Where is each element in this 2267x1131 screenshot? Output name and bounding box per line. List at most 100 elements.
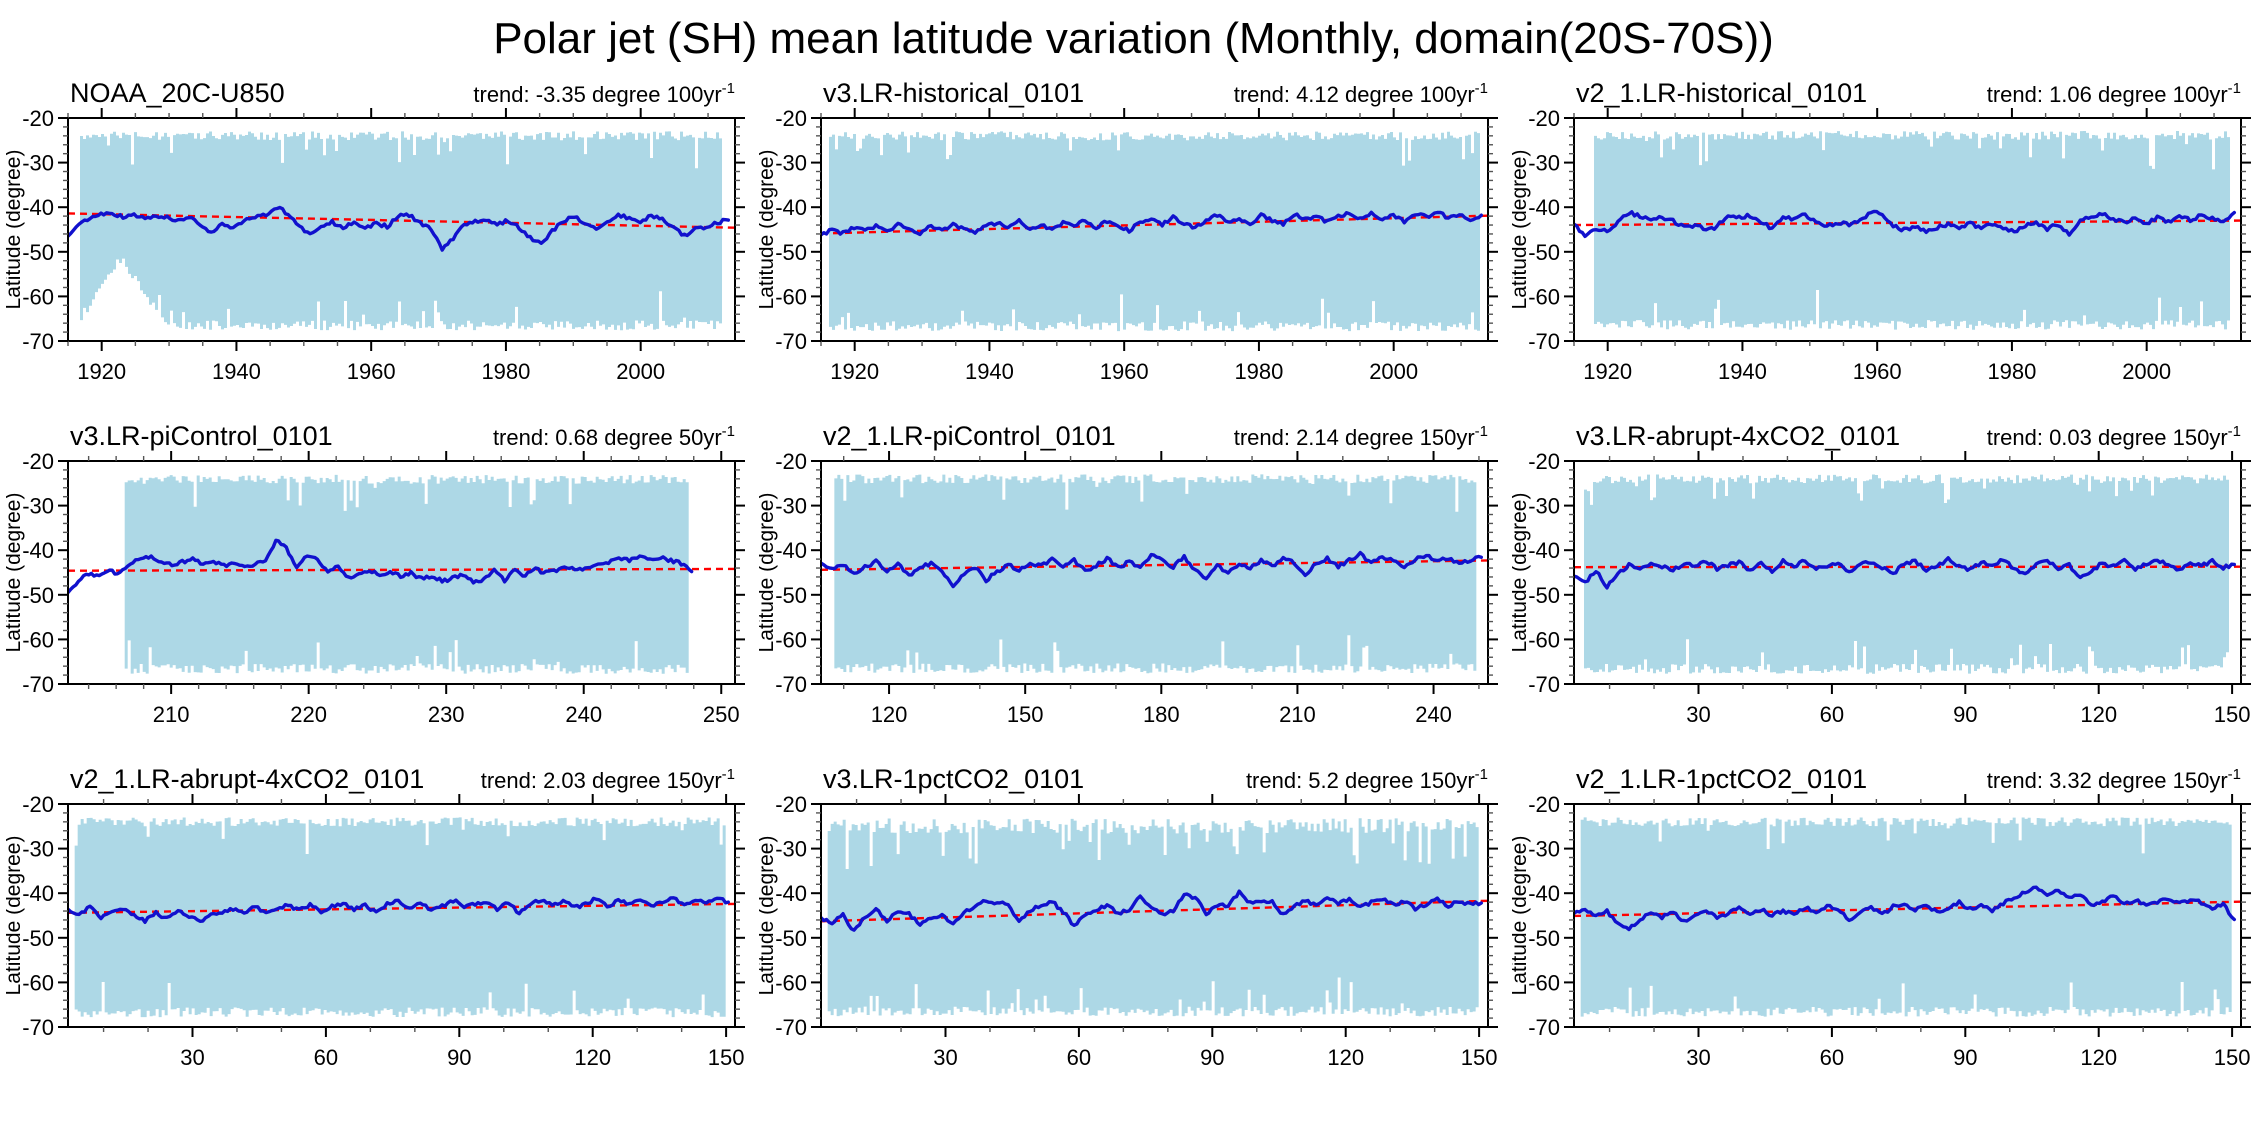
x-tick-label: 120 bbox=[1327, 1045, 1364, 1070]
y-tick-label: -30 bbox=[22, 837, 54, 862]
x-tick-label: 180 bbox=[1143, 702, 1180, 727]
chart-panel: v3.LR-abrupt-4xCO2_0101 trend: 0.03 degre… bbox=[1512, 413, 2261, 754]
y-tick-label: -50 bbox=[775, 583, 807, 608]
trend-label: trend: 2.03 degree 150yr bbox=[481, 768, 722, 793]
panel-plot-svg: v3.LR-historical_0101 trend: 4.12 degree … bbox=[759, 70, 1504, 406]
figure-title: Polar jet (SH) mean latitude variation (… bbox=[0, 14, 2267, 64]
x-tick-label: 1960 bbox=[347, 359, 396, 384]
x-tick-label: 2000 bbox=[1369, 359, 1418, 384]
x-tick-label: 230 bbox=[428, 702, 465, 727]
trend-exponent: -1 bbox=[722, 423, 735, 440]
trend-annotation: trend: 4.12 degree 100yr-1 bbox=[1234, 80, 1488, 107]
trend-annotation: trend: 1.06 degree 100yr-1 bbox=[1987, 80, 2241, 107]
x-tick-label: 60 bbox=[314, 1045, 338, 1070]
y-axis-title: Latitude (degree) bbox=[1512, 836, 1531, 996]
y-tick-label: -20 bbox=[775, 449, 807, 474]
y-tick-label: -60 bbox=[775, 627, 807, 652]
y-tick-label: -60 bbox=[775, 284, 807, 309]
y-tick-label: -20 bbox=[1528, 449, 1560, 474]
x-tick-label: 90 bbox=[1953, 702, 1977, 727]
x-tick-label: 30 bbox=[180, 1045, 204, 1070]
trend-label: trend: 3.32 degree 150yr bbox=[1987, 768, 2228, 793]
x-tick-label: 240 bbox=[1415, 702, 1452, 727]
y-tick-label: -70 bbox=[775, 329, 807, 354]
y-tick-label: -70 bbox=[22, 672, 54, 697]
x-tick-label: 90 bbox=[447, 1045, 471, 1070]
x-tick-label: 30 bbox=[1686, 702, 1710, 727]
x-tick-label: 1940 bbox=[965, 359, 1014, 384]
panel-title: v3.LR-historical_0101 bbox=[823, 78, 1084, 108]
y-tick-label: -20 bbox=[22, 106, 54, 131]
x-tick-label: 210 bbox=[1279, 702, 1316, 727]
y-axis-title: Latitude (degree) bbox=[759, 493, 778, 653]
x-tick-label: 1980 bbox=[481, 359, 530, 384]
y-tick-label: -50 bbox=[22, 926, 54, 951]
trend-label: trend: 1.06 degree 100yr bbox=[1987, 82, 2228, 107]
minmax-band bbox=[75, 817, 726, 1017]
y-tick-label: -30 bbox=[775, 837, 807, 862]
minmax-band bbox=[80, 131, 722, 330]
y-tick-label: -50 bbox=[775, 926, 807, 951]
y-tick-label: -40 bbox=[1528, 881, 1560, 906]
y-tick-label: -30 bbox=[22, 494, 54, 519]
minmax-band bbox=[834, 474, 1476, 673]
y-tick-label: -50 bbox=[775, 240, 807, 265]
y-tick-label: -60 bbox=[1528, 970, 1560, 995]
y-axis-title: Latitude (degree) bbox=[759, 150, 778, 310]
y-tick-label: -40 bbox=[22, 881, 54, 906]
panel-title: v3.LR-piControl_0101 bbox=[70, 421, 333, 451]
panel-plot-svg: v3.LR-abrupt-4xCO2_0101 trend: 0.03 degre… bbox=[1512, 413, 2257, 749]
trend-exponent: -1 bbox=[2228, 766, 2241, 783]
y-tick-label: -40 bbox=[22, 538, 54, 563]
x-tick-label: 250 bbox=[703, 702, 740, 727]
y-tick-label: -70 bbox=[775, 1015, 807, 1040]
panel-title: v2_1.LR-abrupt-4xCO2_0101 bbox=[70, 764, 424, 794]
trend-exponent: -1 bbox=[2228, 80, 2241, 97]
y-tick-label: -40 bbox=[775, 538, 807, 563]
y-tick-label: -60 bbox=[22, 627, 54, 652]
y-tick-label: -40 bbox=[1528, 195, 1560, 220]
trend-label: trend: 5.2 degree 150yr bbox=[1246, 768, 1475, 793]
minmax-band bbox=[1584, 474, 2229, 673]
trend-annotation: trend: -3.35 degree 100yr-1 bbox=[473, 80, 735, 107]
y-tick-label: -40 bbox=[775, 195, 807, 220]
x-tick-label: 150 bbox=[2214, 1045, 2251, 1070]
y-axis-title: Latitude (degree) bbox=[1512, 150, 1531, 310]
x-tick-label: 220 bbox=[290, 702, 327, 727]
y-tick-label: -70 bbox=[22, 1015, 54, 1040]
x-tick-label: 150 bbox=[1461, 1045, 1498, 1070]
trend-annotation: trend: 3.32 degree 150yr-1 bbox=[1987, 766, 2241, 793]
trend-label: trend: -3.35 degree 100yr bbox=[473, 82, 721, 107]
x-tick-label: 1920 bbox=[1583, 359, 1632, 384]
x-tick-label: 1940 bbox=[1718, 359, 1767, 384]
y-tick-label: -60 bbox=[775, 970, 807, 995]
y-tick-label: -20 bbox=[775, 106, 807, 131]
trend-exponent: -1 bbox=[722, 80, 735, 97]
y-tick-label: -50 bbox=[22, 583, 54, 608]
trend-label: trend: 0.03 degree 150yr bbox=[1987, 425, 2228, 450]
x-tick-label: 1920 bbox=[830, 359, 879, 384]
y-tick-label: -40 bbox=[22, 195, 54, 220]
y-tick-label: -60 bbox=[22, 284, 54, 309]
trend-annotation: trend: 0.03 degree 150yr-1 bbox=[1987, 423, 2241, 450]
x-tick-label: 60 bbox=[1820, 1045, 1844, 1070]
trend-annotation: trend: 2.14 degree 150yr-1 bbox=[1234, 423, 1488, 450]
y-tick-label: -50 bbox=[1528, 583, 1560, 608]
y-tick-label: -50 bbox=[1528, 926, 1560, 951]
y-tick-label: -70 bbox=[775, 672, 807, 697]
y-tick-label: -20 bbox=[22, 792, 54, 817]
panel-title: v3.LR-abrupt-4xCO2_0101 bbox=[1576, 421, 1900, 451]
x-tick-label: 150 bbox=[708, 1045, 745, 1070]
x-tick-label: 1980 bbox=[1234, 359, 1283, 384]
y-tick-label: -20 bbox=[1528, 792, 1560, 817]
